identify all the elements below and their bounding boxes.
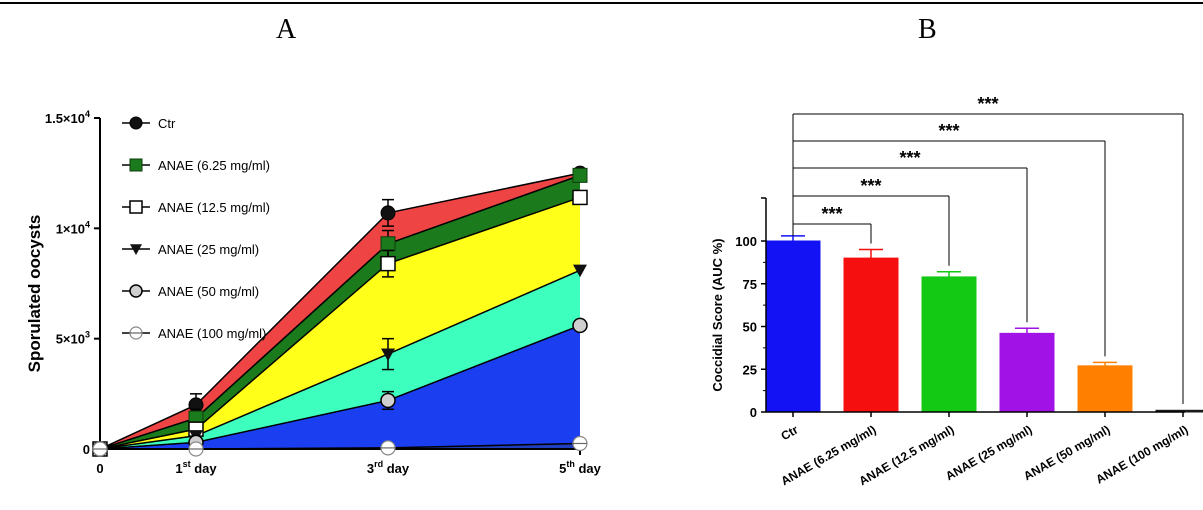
bar-2	[921, 276, 977, 413]
top-rule	[0, 2, 1203, 4]
series-line-4	[99, 324, 581, 450]
legend-marker-3	[130, 244, 142, 255]
data-point-2-3	[572, 189, 588, 206]
data-point-0-2	[380, 205, 396, 221]
y-tick-label-1: 5×103	[56, 330, 90, 347]
panel-label-a: A	[276, 14, 297, 45]
y-axis-label: Sporulated oocysts	[25, 215, 44, 373]
area-band-1	[100, 175, 580, 449]
legend-label-1: ANAE (6.25 mg/ml)	[158, 158, 270, 173]
y-tick-label-2: 1×104	[56, 219, 90, 236]
legend-marker-1	[129, 158, 143, 172]
data-point-3-3	[573, 264, 587, 278]
series-line-1	[99, 174, 581, 450]
bar-4	[1077, 365, 1133, 413]
data-point-3-2	[381, 348, 395, 362]
chart-a-sporulated-oocysts: 0 5×103 1×104 1.5×104 0 1st day 3rd day 5th day…	[25, 109, 602, 476]
series-line-0	[99, 172, 581, 450]
legend-label-3: ANAE (25 mg/ml)	[158, 242, 259, 257]
legend-label-5: ANAE (100 mg/ml)	[158, 326, 266, 341]
y-tick-label-3: 1.5×104	[45, 109, 90, 126]
panel-label-b: B	[918, 14, 937, 45]
area-band-4	[100, 325, 580, 449]
data-point-2-2	[380, 255, 396, 272]
b-y-tick-label-2: 50	[743, 320, 757, 335]
significance-label-2: ***	[899, 148, 920, 168]
b-y-tick-label-4: 100	[735, 234, 757, 249]
b-y-axis-label: Coccidial Score (AUC %)	[710, 238, 725, 391]
legend-marker-2	[129, 200, 143, 214]
area-band-2	[100, 197, 580, 449]
bar-1	[843, 257, 899, 413]
b-y-tick-label-3: 75	[743, 277, 757, 292]
significance-label-0: ***	[821, 204, 842, 224]
legend-label-0: Ctr	[158, 116, 176, 131]
x-tick-label-0: 0	[96, 461, 103, 476]
data-point-4-2	[380, 392, 396, 409]
x-tick-label-1: 1st day	[175, 459, 217, 476]
area-band-3	[100, 270, 580, 449]
bar-0	[765, 240, 821, 413]
x-tick-label-3: 5th day	[559, 459, 602, 476]
data-point-1-3	[572, 167, 588, 183]
b-y-tick-label-0: 0	[750, 405, 757, 420]
area-band-5	[100, 443, 580, 449]
x-tick-label-2: 3rd day	[367, 459, 410, 476]
series-line-2	[99, 196, 581, 450]
significance-label-4: ***	[977, 94, 998, 114]
y-tick-label-0: 0	[83, 442, 90, 457]
b-y-tick-label-1: 25	[743, 362, 757, 377]
legend-marker-0	[129, 116, 143, 130]
bar-3	[999, 332, 1055, 413]
significance-label-3: ***	[938, 121, 959, 141]
b-x-tick-label-0: Ctr	[778, 422, 800, 443]
legend-label-2: ANAE (12.5 mg/ml)	[158, 200, 270, 215]
data-point-1-2	[380, 236, 396, 252]
legend-label-4: ANAE (50 mg/ml)	[158, 284, 259, 299]
series-line-3	[99, 269, 581, 450]
b-x-tick-label-3: ANAE (25 mg/ml)	[943, 422, 1034, 483]
data-point-4-3	[572, 317, 588, 334]
significance-label-1: ***	[860, 176, 881, 196]
legend-marker-4	[129, 284, 143, 298]
